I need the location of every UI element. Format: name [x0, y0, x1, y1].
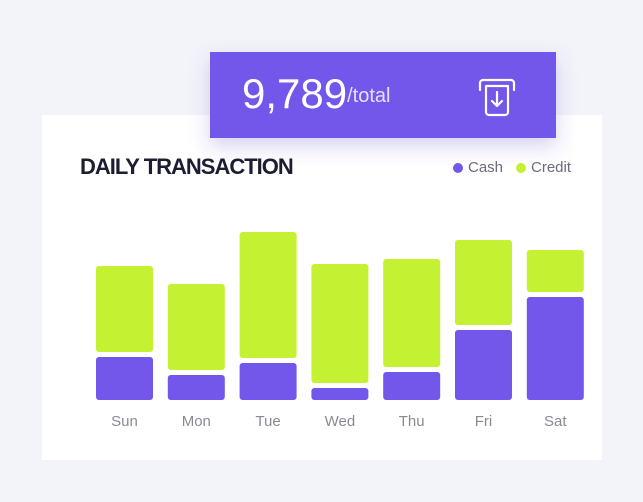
bar-segment: [96, 266, 153, 352]
x-tick-label: Sun: [111, 413, 138, 430]
x-tick-label: Fri: [475, 413, 493, 430]
bar-segment: [167, 284, 225, 370]
bar-segment: [311, 264, 369, 383]
chart-title: DAILY TRANSACTION: [80, 154, 293, 179]
bar-segment: [526, 250, 584, 292]
total-value: 9,789/total: [242, 70, 390, 117]
x-tick-label: Thu: [399, 413, 425, 430]
legend-label: Cash: [468, 159, 503, 176]
legend-swatch: [453, 163, 463, 173]
total-number: 9,789: [242, 70, 347, 117]
bar-segment: [311, 388, 369, 400]
legend-swatch: [516, 163, 526, 173]
bar-segment: [383, 259, 441, 367]
bar-segment: [455, 330, 512, 400]
legend: Cash Credit: [453, 159, 572, 176]
x-tick-label: Wed: [325, 413, 356, 430]
x-tick-label: Sat: [544, 413, 567, 430]
x-tick-label: Mon: [182, 413, 211, 430]
plot: Sun Mon Tue Wed Thu Fri Sat: [96, 232, 584, 430]
legend-label: Credit: [531, 159, 572, 176]
total-unit: /total: [347, 85, 390, 107]
bar-segment: [96, 357, 153, 400]
bar-segment: [383, 372, 441, 400]
bar-segment: [239, 232, 297, 358]
total-banner: [210, 52, 556, 138]
bar-segment: [526, 297, 584, 400]
bar-segment: [455, 240, 512, 325]
bar-segment: [167, 375, 225, 400]
atm-icon: [478, 78, 516, 117]
bar-segment: [239, 363, 297, 400]
x-tick-label: Tue: [255, 413, 280, 430]
